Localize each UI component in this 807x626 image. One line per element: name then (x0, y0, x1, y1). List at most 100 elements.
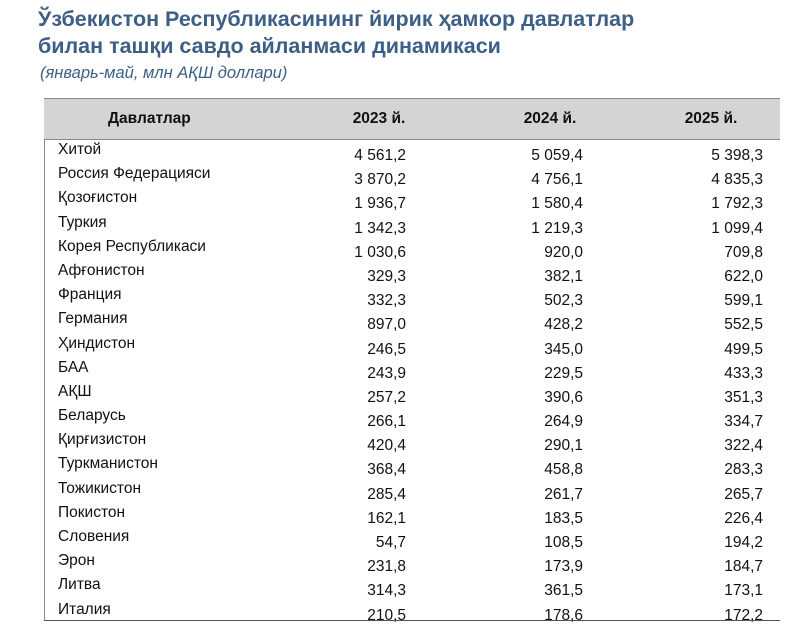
table-row: Афғонистон 329,3 382,1 622,0 (44, 261, 780, 285)
header-country: Давлатлар (108, 110, 191, 127)
table-body: Хитой 4 561,2 5 059,4 5 398,3 Россия Федерац… (44, 140, 780, 624)
table-row: Қозоғистон 1 936,7 1 580,4 1 792,3 (44, 188, 780, 212)
country-cell: БАА (58, 358, 89, 376)
country-cell: АҚШ (58, 382, 92, 400)
value-2023-cell: 243,9 (367, 364, 406, 382)
table-row: Эрон 231,8 173,9 184,7 (44, 551, 780, 575)
value-2024-cell: 390,6 (544, 388, 583, 406)
table-bottom-border (44, 620, 780, 621)
header-2025: 2025 й. (684, 110, 738, 127)
value-2024-cell: 361,5 (544, 582, 583, 600)
value-2025-cell: 4 835,3 (711, 171, 763, 189)
country-cell: Хитой (58, 141, 102, 158)
value-2025-cell: 599,1 (724, 292, 763, 310)
table-row: АҚШ 257,2 390,6 351,3 (44, 382, 780, 406)
table-row: Словения 54,7 108,5 194,2 (44, 527, 780, 551)
country-cell: Тожикистон (58, 479, 142, 497)
value-2025-cell: 194,2 (724, 534, 763, 551)
table-left-border (44, 98, 45, 621)
value-2023-cell: 314,3 (367, 582, 406, 600)
country-cell: Афғонистон (58, 261, 145, 279)
value-2023-cell: 420,4 (367, 437, 406, 455)
value-2025-cell: 433,3 (724, 364, 763, 382)
value-2024-cell: 183,5 (544, 509, 583, 527)
value-2025-cell: 499,5 (724, 340, 763, 358)
value-2023-cell: 231,8 (367, 558, 406, 576)
country-cell: Корея Республикаси (58, 237, 206, 255)
value-2025-cell: 622,0 (724, 267, 763, 285)
value-2023-cell: 329,3 (367, 267, 406, 285)
header-2023: 2023 й. (352, 110, 406, 127)
value-2023-cell: 266,1 (367, 413, 406, 431)
value-2024-cell: 1 580,4 (531, 195, 583, 213)
country-cell: Италия (58, 600, 111, 618)
table-row: Қирғизистон 420,4 290,1 322,4 (44, 430, 780, 454)
table-row: Хитой 4 561,2 5 059,4 5 398,3 (44, 140, 780, 164)
value-2023-cell: 246,5 (367, 340, 406, 358)
value-2024-cell: 5 059,4 (531, 147, 583, 164)
table-row: Покистон 162,1 183,5 226,4 (44, 503, 780, 527)
value-2023-cell: 1 936,7 (354, 195, 406, 213)
value-2024-cell: 178,6 (544, 606, 583, 624)
country-cell: Туркманистон (58, 455, 158, 473)
table-row: БАА 243,9 229,5 433,3 (44, 358, 780, 382)
table-row: Туркия 1 342,3 1 219,3 1 099,4 (44, 213, 780, 237)
country-cell: Туркия (58, 213, 107, 231)
title-line-1: Ўзбекистон Республикасининг йирик ҳамкор… (38, 7, 635, 31)
value-2025-cell: 1 099,4 (711, 219, 763, 237)
value-2023-cell: 368,4 (367, 461, 406, 479)
value-2023-cell: 162,1 (367, 509, 406, 527)
page-subtitle: (январь-май, млн АҚШ доллари) (40, 64, 288, 82)
value-2023-cell: 897,0 (367, 316, 406, 334)
trade-table: Давлатлар 2023 й. 2024 й. 2025 й. Хитой 4… (44, 98, 780, 624)
value-2023-cell: 1 030,6 (354, 243, 406, 261)
value-2025-cell: 184,7 (724, 558, 763, 576)
value-2023-cell: 285,4 (367, 485, 406, 503)
value-2024-cell: 458,8 (544, 461, 583, 479)
value-2024-cell: 345,0 (544, 340, 583, 358)
table-row: Франция 332,3 502,3 599,1 (44, 285, 780, 309)
value-2024-cell: 4 756,1 (531, 171, 583, 189)
table-row: Италия 210,5 178,6 172,2 (44, 600, 780, 624)
value-2024-cell: 428,2 (544, 316, 583, 334)
country-cell: Покистон (58, 503, 126, 521)
table-row: Корея Республикаси 1 030,6 920,0 709,8 (44, 237, 780, 261)
value-2024-cell: 290,1 (544, 437, 583, 455)
table-row: Литва 314,3 361,5 173,1 (44, 575, 780, 599)
value-2025-cell: 5 398,3 (711, 147, 763, 164)
value-2025-cell: 351,3 (724, 388, 763, 406)
value-2024-cell: 1 219,3 (531, 219, 583, 237)
country-cell: Қозоғистон (58, 189, 138, 207)
value-2023-cell: 54,7 (375, 534, 406, 551)
country-cell: Эрон (58, 552, 95, 570)
header-2024: 2024 й. (523, 110, 577, 127)
value-2023-cell: 4 561,2 (354, 147, 406, 164)
value-2024-cell: 261,7 (544, 485, 583, 503)
value-2024-cell: 502,3 (544, 292, 583, 310)
value-2023-cell: 3 870,2 (354, 171, 406, 189)
country-cell: Литва (58, 576, 101, 594)
value-2025-cell: 1 792,3 (711, 195, 763, 213)
country-cell: Словения (58, 528, 130, 545)
table-header-row: Давлатлар 2023 й. 2024 й. 2025 й. (44, 98, 780, 140)
title-line-2: билан ташқи савдо айланмаси динамикаси (38, 34, 501, 58)
country-cell: Германия (58, 310, 128, 328)
value-2024-cell: 920,0 (544, 243, 583, 261)
value-2025-cell: 226,4 (724, 509, 763, 527)
country-cell: Қирғизистон (58, 431, 147, 449)
country-cell: Ҳиндистон (58, 334, 136, 352)
table-row: Тожикистон 285,4 261,7 265,7 (44, 479, 780, 503)
value-2024-cell: 173,9 (544, 558, 583, 576)
value-2024-cell: 229,5 (544, 364, 583, 382)
value-2023-cell: 332,3 (367, 292, 406, 310)
value-2025-cell: 172,2 (724, 606, 763, 624)
country-cell: Россия Федерацияси (58, 165, 211, 183)
value-2025-cell: 322,4 (724, 437, 763, 455)
value-2025-cell: 709,8 (724, 243, 763, 261)
value-2025-cell: 334,7 (724, 413, 763, 431)
value-2024-cell: 382,1 (544, 267, 583, 285)
value-2025-cell: 552,5 (724, 316, 763, 334)
country-cell: Франция (58, 286, 122, 304)
country-cell: Беларусь (58, 407, 126, 425)
value-2023-cell: 1 342,3 (354, 219, 406, 237)
